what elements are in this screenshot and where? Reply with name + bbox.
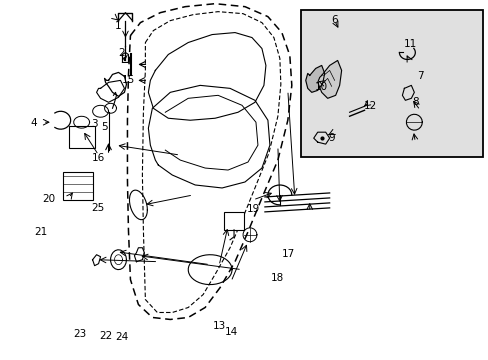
Text: 21: 21 (34, 227, 47, 237)
Bar (224, 212, 244, 230)
Bar (300, 10, 482, 157)
Text: 17: 17 (281, 248, 294, 258)
Text: 7: 7 (417, 71, 423, 81)
Text: 15: 15 (122, 75, 135, 85)
Text: 2: 2 (118, 48, 125, 58)
Text: 22: 22 (99, 331, 112, 341)
Text: 8: 8 (412, 97, 418, 107)
Polygon shape (305, 66, 324, 92)
Text: 13: 13 (212, 321, 225, 331)
Text: 4: 4 (31, 118, 37, 128)
Text: 24: 24 (115, 332, 128, 342)
Text: 25: 25 (91, 203, 104, 213)
Text: 10: 10 (314, 82, 327, 92)
Bar (62, 172, 92, 200)
Text: 23: 23 (73, 329, 86, 339)
Text: 20: 20 (42, 194, 55, 204)
Text: 6: 6 (331, 15, 337, 26)
Text: 14: 14 (225, 327, 238, 337)
Text: 16: 16 (92, 153, 105, 163)
Polygon shape (317, 60, 341, 98)
Text: 11: 11 (403, 40, 416, 49)
Text: 12: 12 (363, 102, 376, 112)
Bar (68, 126, 94, 148)
Text: 9: 9 (328, 133, 335, 143)
Text: 18: 18 (270, 273, 284, 283)
Text: 19: 19 (246, 204, 259, 215)
Text: 5: 5 (101, 122, 108, 132)
Text: 1: 1 (114, 21, 121, 31)
Text: 3: 3 (91, 120, 98, 129)
